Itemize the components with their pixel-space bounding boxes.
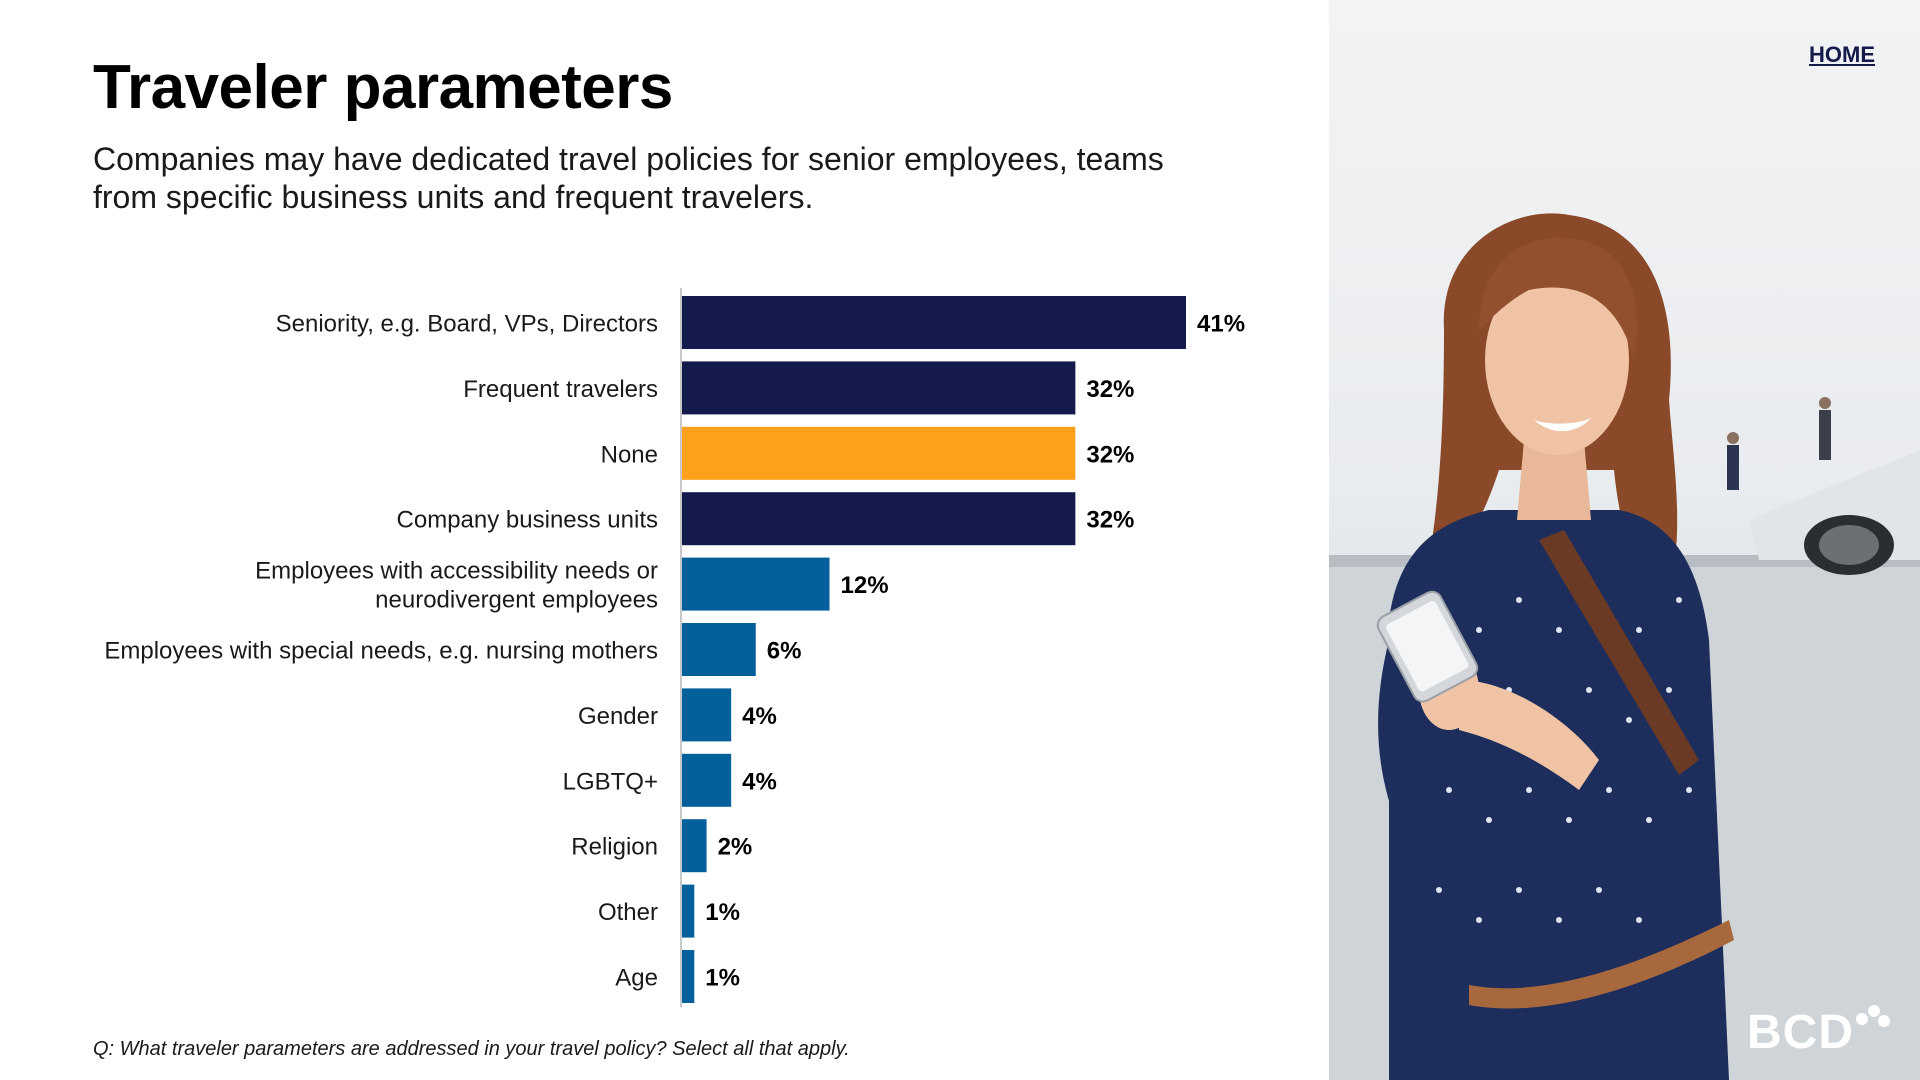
category-label-line: LGBTQ+	[563, 768, 658, 795]
value-label: 1%	[705, 899, 740, 926]
value-label: 41%	[1197, 311, 1245, 338]
bar	[682, 688, 732, 742]
category-label: Age	[615, 965, 658, 992]
value-label: 32%	[1086, 441, 1134, 468]
survey-question-footnote: Q: What traveler parameters are addresse…	[93, 1038, 850, 1060]
bcd-logo: BCD	[1747, 1005, 1890, 1060]
category-label: Gender	[578, 703, 658, 730]
value-label: 2%	[718, 834, 753, 861]
category-label-line: None	[601, 441, 658, 468]
category-label-line: Religion	[571, 834, 658, 861]
category-label: None	[601, 441, 658, 468]
value-label: 1%	[705, 965, 740, 992]
value-label: 4%	[742, 768, 777, 795]
category-label-line: neurodivergent employees	[375, 587, 658, 614]
category-label-line: Gender	[578, 703, 658, 730]
category-label-line: Age	[615, 965, 658, 992]
bar-chart: 41% Seniority, e.g. Board, VPs, Directors…	[104, 288, 1245, 1007]
category-label: Employees with special needs, e.g. nursi…	[104, 638, 658, 665]
value-label: 6%	[767, 638, 802, 665]
bar	[682, 492, 1076, 546]
value-label: 12%	[841, 572, 889, 599]
page-title: Traveler parameters	[93, 53, 673, 122]
category-label: Other	[598, 899, 658, 926]
bar	[682, 884, 695, 938]
photo-panel: HOME BCD	[1329, 0, 1920, 1080]
value-label: 32%	[1086, 507, 1134, 534]
bar	[682, 426, 1076, 480]
bcd-logo-text: BCD	[1747, 1006, 1854, 1059]
category-label-line: Seniority, e.g. Board, VPs, Directors	[276, 311, 658, 338]
traveler-photo	[1329, 213, 1920, 1080]
page-subtitle: Companies may have dedicated travel poli…	[93, 141, 1164, 215]
bar	[682, 623, 756, 676]
bar	[682, 819, 707, 873]
bcd-logo-dots-icon	[1856, 1005, 1890, 1035]
value-label: 4%	[742, 703, 777, 730]
category-label: Frequent travelers	[463, 376, 658, 403]
bar	[682, 361, 1076, 415]
category-label: Employees with accessibility needs or neu…	[255, 558, 658, 614]
category-label-line: Employees with accessibility needs or	[255, 558, 658, 585]
category-label: Seniority, e.g. Board, VPs, Directors	[276, 311, 658, 338]
category-label-line: Frequent travelers	[463, 376, 658, 403]
value-label: 32%	[1086, 376, 1134, 403]
category-label: LGBTQ+	[563, 768, 658, 795]
category-label-line: Other	[598, 899, 658, 926]
bar	[682, 557, 830, 611]
home-link[interactable]: HOME	[1809, 42, 1875, 67]
category-label-line: Employees with special needs, e.g. nursi…	[104, 638, 658, 665]
bar	[682, 296, 1186, 349]
category-label: Religion	[571, 834, 658, 861]
category-label-line: Company business units	[397, 507, 658, 534]
category-label: Company business units	[397, 507, 658, 534]
bar	[682, 950, 695, 1003]
bar	[682, 753, 732, 807]
